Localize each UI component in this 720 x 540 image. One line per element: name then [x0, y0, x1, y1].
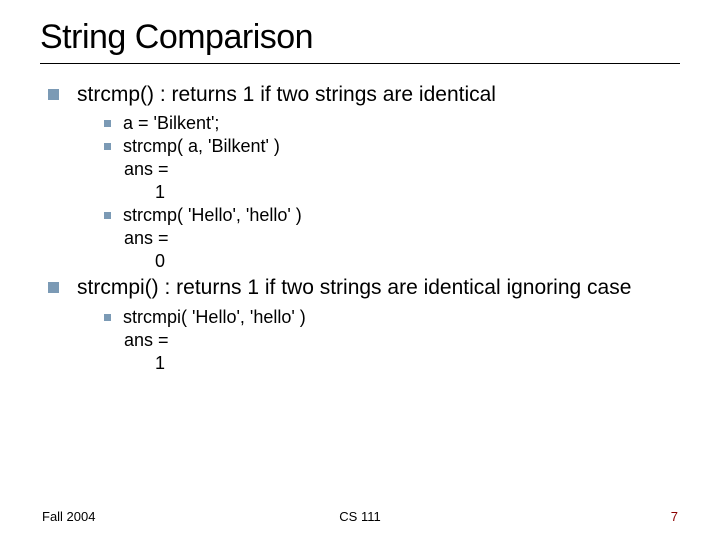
square-bullet-icon: [48, 89, 59, 100]
bullet-text: a = 'Bilkent';: [123, 112, 219, 135]
page-number: 7: [671, 509, 678, 524]
bullet-level2: strcmp( 'Hello', 'hello' ): [104, 204, 680, 227]
square-bullet-icon: [104, 120, 111, 127]
bullet-text: strcmp() : returns 1 if two strings are …: [77, 82, 496, 108]
square-bullet-icon: [48, 282, 59, 293]
code-output: ans =: [124, 329, 680, 352]
code-output: ans =: [124, 227, 680, 250]
bullet-text: strcmpi( 'Hello', 'hello' ): [123, 306, 306, 329]
slide-title: String Comparison: [40, 18, 680, 64]
code-output: 1: [155, 181, 680, 204]
bullet-level1: strcmpi() : returns 1 if two strings are…: [48, 275, 680, 301]
square-bullet-icon: [104, 314, 111, 321]
bullet-text: strcmpi() : returns 1 if two strings are…: [77, 275, 631, 301]
code-output: ans =: [124, 158, 680, 181]
bullet-text: strcmp( a, 'Bilkent' ): [123, 135, 280, 158]
square-bullet-icon: [104, 212, 111, 219]
slide-footer: Fall 2004 CS 111 7: [0, 509, 720, 524]
code-output: 0: [155, 250, 680, 273]
footer-center: CS 111: [339, 509, 380, 524]
square-bullet-icon: [104, 143, 111, 150]
bullet-text: strcmp( 'Hello', 'hello' ): [123, 204, 302, 227]
code-output: 1: [155, 352, 680, 375]
bullet-level2: strcmpi( 'Hello', 'hello' ): [104, 306, 680, 329]
footer-left: Fall 2004: [42, 509, 95, 524]
bullet-level2: a = 'Bilkent';: [104, 112, 680, 135]
bullet-level1: strcmp() : returns 1 if two strings are …: [48, 82, 680, 108]
bullet-level2: strcmp( a, 'Bilkent' ): [104, 135, 680, 158]
